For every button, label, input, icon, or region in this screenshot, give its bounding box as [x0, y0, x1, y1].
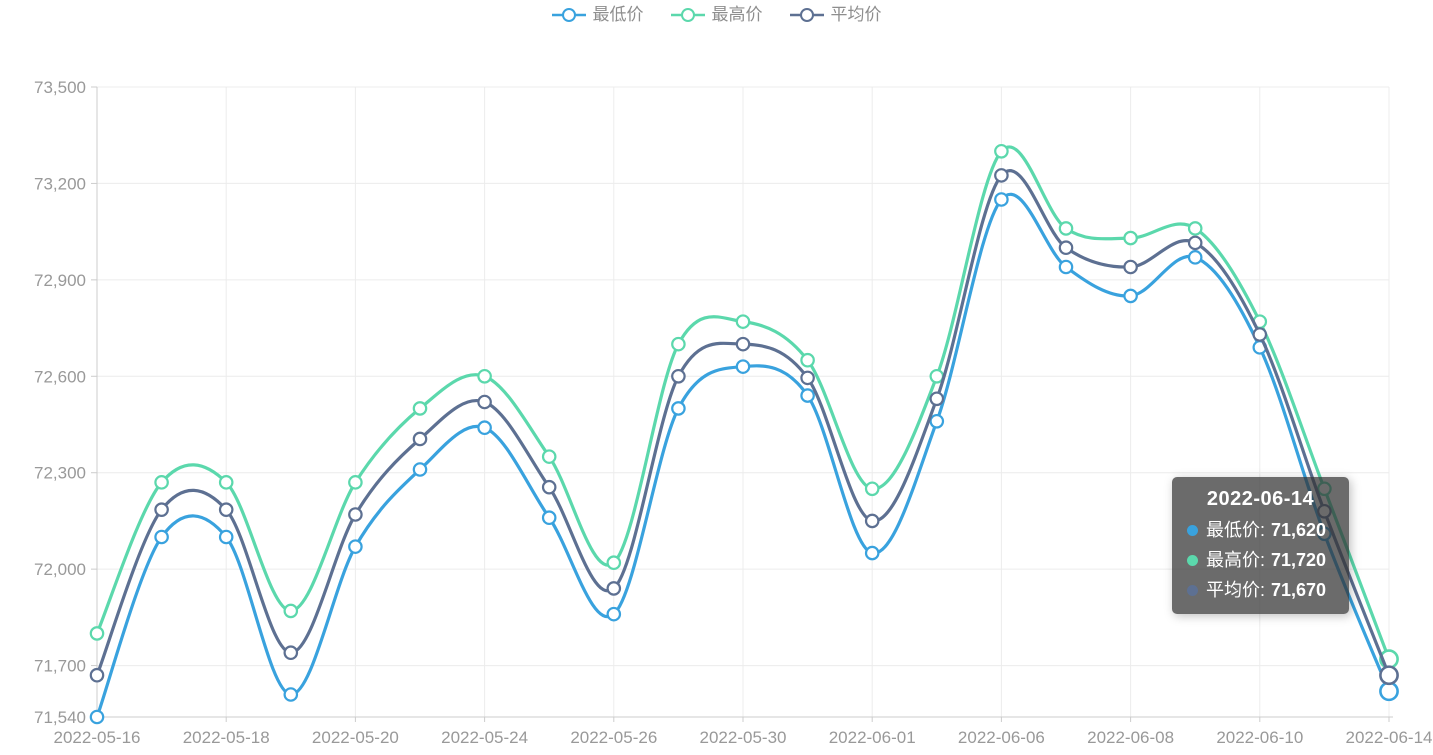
series-最低价[interactable] [89, 192, 1399, 725]
x-axis-label: 2022-05-18 [183, 728, 270, 747]
data-point-marker[interactable] [89, 709, 105, 725]
series-平均价[interactable] [89, 168, 1399, 686]
data-point-marker[interactable] [800, 352, 815, 368]
axes [91, 86, 1393, 722]
x-axis-label: 2022-06-08 [1087, 728, 1174, 747]
data-point-marker[interactable] [477, 420, 492, 436]
data-point-marker[interactable] [348, 475, 363, 490]
data-point-marker[interactable] [800, 388, 815, 403]
data-point-marker[interactable] [671, 401, 686, 416]
data-point-marker[interactable] [1317, 503, 1332, 519]
data-point-marker[interactable] [1058, 259, 1074, 275]
series-最高价[interactable] [89, 143, 1399, 670]
legend-item-最高价[interactable]: 最高价 [670, 3, 763, 27]
data-point-marker[interactable] [929, 413, 945, 429]
x-axis-label: 2022-06-10 [1216, 728, 1303, 747]
data-point-marker[interactable] [1058, 221, 1074, 236]
data-point-marker[interactable] [348, 507, 363, 522]
y-axis-label: 71,700 [34, 657, 86, 676]
data-point-marker[interactable] [671, 336, 686, 352]
data-point-marker[interactable] [864, 481, 880, 497]
legend-label: 最低价 [592, 5, 644, 24]
x-axis-labels: 2022-05-16 2022-05-18 2022-05-20 2022-05-24… [54, 728, 1433, 747]
data-point-marker[interactable] [283, 687, 299, 702]
data-point-marker[interactable] [1058, 240, 1074, 256]
y-axis-label: 73,200 [34, 174, 86, 193]
y-axis-label: 72,900 [34, 271, 86, 290]
data-point-marker[interactable] [1123, 259, 1138, 275]
x-axis-label: 2022-05-20 [312, 728, 399, 747]
x-axis-label: 2022-05-24 [441, 728, 528, 747]
data-point-marker[interactable] [606, 555, 622, 571]
data-point-marker[interactable] [735, 336, 751, 352]
data-point-marker[interactable] [477, 368, 492, 384]
y-axis-label: 73,500 [34, 78, 86, 97]
legend-item-平均价[interactable]: 平均价 [789, 3, 882, 27]
data-point-marker[interactable] [154, 502, 169, 517]
y-axis-labels: 71,540 71,700 72,000 72,300 72,600 72,900 73,2… [34, 78, 86, 727]
data-point-marker[interactable] [412, 462, 428, 477]
legend-line-icon [551, 8, 586, 22]
data-point-marker[interactable] [671, 368, 686, 384]
data-point-marker[interactable] [218, 475, 234, 490]
data-point-marker[interactable] [1379, 665, 1399, 686]
legend-label: 平均价 [830, 5, 882, 24]
legend-label: 最高价 [711, 5, 763, 24]
x-axis-label: 2022-06-01 [829, 728, 916, 747]
x-axis-label: 2022-05-30 [700, 728, 787, 747]
data-point-marker[interactable] [1123, 288, 1138, 304]
data-point-marker[interactable] [800, 370, 815, 386]
x-axis-label: 2022-05-26 [570, 728, 657, 747]
data-point-marker[interactable] [412, 431, 428, 447]
data-point-marker[interactable] [477, 394, 492, 410]
y-axis-label: 72,000 [34, 560, 86, 579]
legend-line-icon [670, 8, 705, 22]
chart-legend: 最低价 最高价 平均价 [0, 3, 1433, 27]
data-point-marker[interactable] [735, 314, 751, 329]
data-point-marker[interactable] [994, 143, 1009, 159]
data-point-marker[interactable] [412, 401, 428, 416]
data-point-marker[interactable] [218, 502, 234, 517]
data-point-marker[interactable] [89, 667, 105, 683]
data-point-marker[interactable] [735, 359, 751, 374]
data-point-marker[interactable] [606, 606, 622, 622]
data-point-marker[interactable] [283, 645, 299, 661]
data-point-marker[interactable] [218, 529, 234, 545]
data-point-marker[interactable] [1187, 250, 1203, 265]
data-point-marker[interactable] [348, 539, 363, 554]
y-axis-label: 72,300 [34, 464, 86, 483]
data-point-marker[interactable] [89, 626, 105, 641]
data-point-marker[interactable] [283, 603, 299, 619]
x-axis-label: 2022-05-16 [54, 728, 141, 747]
grid-lines [97, 86, 1390, 717]
x-axis-label: 2022-06-14 [1346, 728, 1433, 747]
data-point-marker[interactable] [994, 168, 1009, 183]
data-point-marker[interactable] [929, 391, 945, 407]
data-point-marker[interactable] [154, 475, 169, 490]
data-point-marker[interactable] [541, 510, 557, 526]
data-point-marker[interactable] [606, 581, 622, 596]
data-point-marker[interactable] [1187, 221, 1203, 236]
data-point-marker[interactable] [1317, 526, 1332, 542]
data-point-marker[interactable] [1252, 327, 1268, 342]
x-axis-label: 2022-06-06 [958, 728, 1045, 747]
data-point-marker[interactable] [1187, 235, 1203, 251]
data-point-marker[interactable] [1379, 681, 1399, 702]
y-axis-label: 71,540 [34, 708, 86, 727]
y-axis-label: 72,600 [34, 367, 86, 386]
data-point-marker[interactable] [864, 513, 880, 529]
data-point-marker[interactable] [541, 449, 557, 464]
data-point-marker[interactable] [154, 529, 169, 545]
data-point-marker[interactable] [1123, 230, 1138, 246]
data-point-marker[interactable] [541, 479, 557, 495]
legend-item-最低价[interactable]: 最低价 [551, 3, 644, 27]
data-point-marker[interactable] [1317, 481, 1332, 497]
data-point-marker[interactable] [864, 545, 880, 561]
legend-line-icon [789, 8, 824, 22]
data-point-marker[interactable] [994, 192, 1009, 207]
